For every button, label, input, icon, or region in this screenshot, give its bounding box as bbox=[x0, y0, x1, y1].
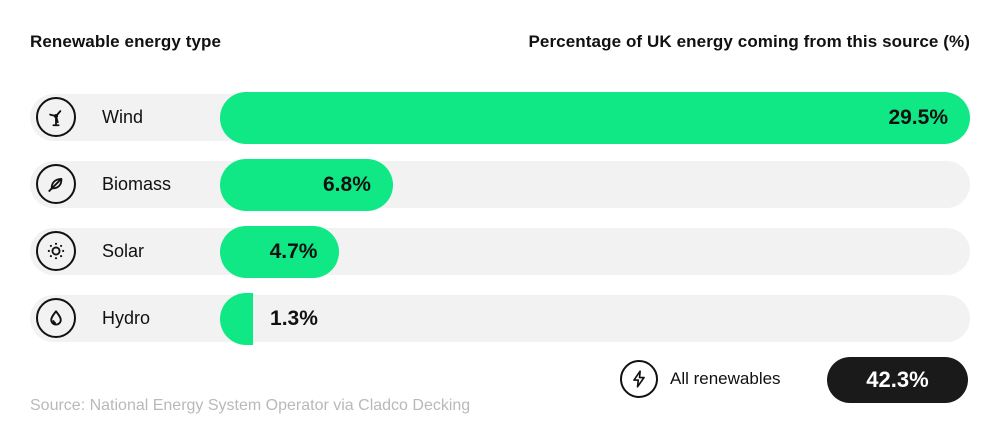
column-header-energy-type: Renewable energy type bbox=[30, 32, 222, 51]
bar-biomass: 6.8% bbox=[220, 159, 393, 211]
bar-hydro: 1.3% bbox=[220, 293, 318, 345]
row-solar: Solar 4.7% bbox=[30, 226, 970, 278]
all-renewables-label: All renewables bbox=[670, 369, 781, 388]
sun-icon bbox=[36, 231, 76, 271]
source-attribution: Source: National Energy System Operator … bbox=[30, 397, 471, 414]
bar-value-label: 6.8% bbox=[323, 173, 371, 196]
bar-solar: 4.7% bbox=[220, 226, 340, 278]
water-drop-icon bbox=[36, 298, 76, 338]
wind-turbine-icon bbox=[36, 97, 76, 137]
row-wind: Wind 29.5% bbox=[30, 92, 970, 144]
row-biomass: Biomass 6.8% bbox=[30, 159, 970, 211]
column-header-percentage: Percentage of UK energy coming from this… bbox=[528, 32, 970, 51]
leaf-icon bbox=[36, 164, 76, 204]
total-value-label: 42.3% bbox=[866, 367, 929, 392]
bar-wind: 29.5% bbox=[220, 92, 970, 144]
bar-value-label: 1.3% bbox=[270, 307, 318, 330]
category-label: Biomass bbox=[102, 174, 172, 194]
all-renewables-total-badge: 42.3% bbox=[827, 357, 968, 403]
category-label: Solar bbox=[102, 241, 145, 261]
row-hydro: Hydro 1.3% bbox=[30, 293, 970, 345]
bar-value-label: 29.5% bbox=[888, 106, 948, 129]
category-label: Hydro bbox=[102, 308, 151, 328]
lightning-bolt-icon bbox=[620, 360, 658, 398]
bar-value-label: 4.7% bbox=[269, 240, 318, 263]
category-label: Wind bbox=[102, 107, 144, 127]
